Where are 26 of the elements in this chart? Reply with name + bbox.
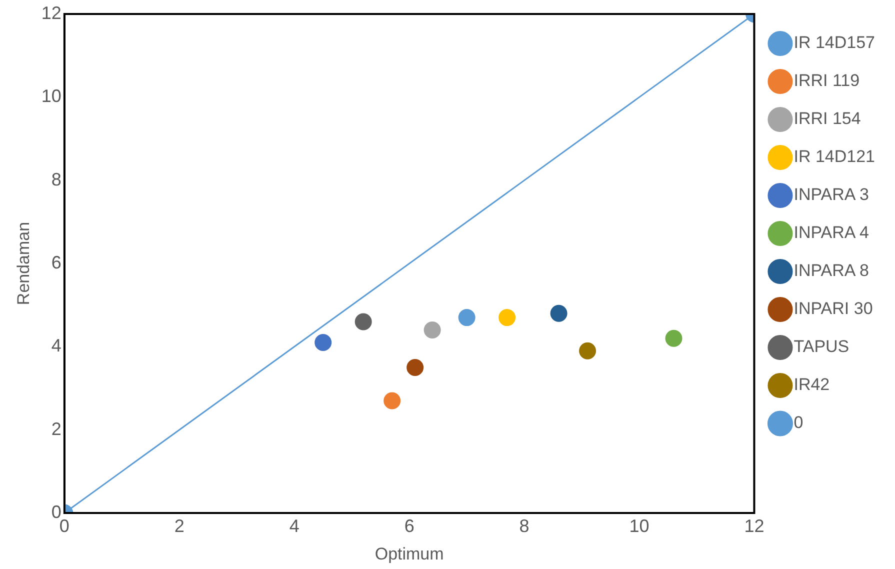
legend-label: INPARA 3 xyxy=(794,185,870,204)
y-tick-label: 6 xyxy=(51,252,62,272)
y-tick-label: 10 xyxy=(41,86,62,106)
legend-label: INPARI 30 xyxy=(794,299,873,318)
y-tick-label: 2 xyxy=(51,418,62,439)
legend-label: IR 14D121 xyxy=(794,147,876,166)
x-tick-label: 8 xyxy=(519,516,530,536)
x-tick-label: 4 xyxy=(289,516,300,536)
x-tick-label: 12 xyxy=(744,516,764,536)
legend-label: IRRI 119 xyxy=(794,71,860,90)
y-tick-label: 4 xyxy=(51,336,62,356)
x-tick-label: 6 xyxy=(404,516,414,536)
y-axis-title: Rendaman xyxy=(14,222,33,306)
legend-label: 0 xyxy=(794,413,804,432)
legend-label: TAPUS xyxy=(794,337,850,356)
x-tick-label: 2 xyxy=(174,516,184,536)
legend-label: IRRI 154 xyxy=(794,109,861,128)
x-axis-title: Optimum xyxy=(374,544,444,564)
legend-label: IR42 xyxy=(794,375,830,394)
y-tick-label: 12 xyxy=(41,2,62,23)
x-tick-label: 10 xyxy=(629,516,650,536)
legend-label: IR 14D157 xyxy=(794,33,876,52)
y-tick-label: 8 xyxy=(51,169,62,190)
legend-label: INPARA 4 xyxy=(794,223,870,242)
legend-label: INPARA 8 xyxy=(794,261,870,280)
y-tick-label: 0 xyxy=(51,502,62,522)
